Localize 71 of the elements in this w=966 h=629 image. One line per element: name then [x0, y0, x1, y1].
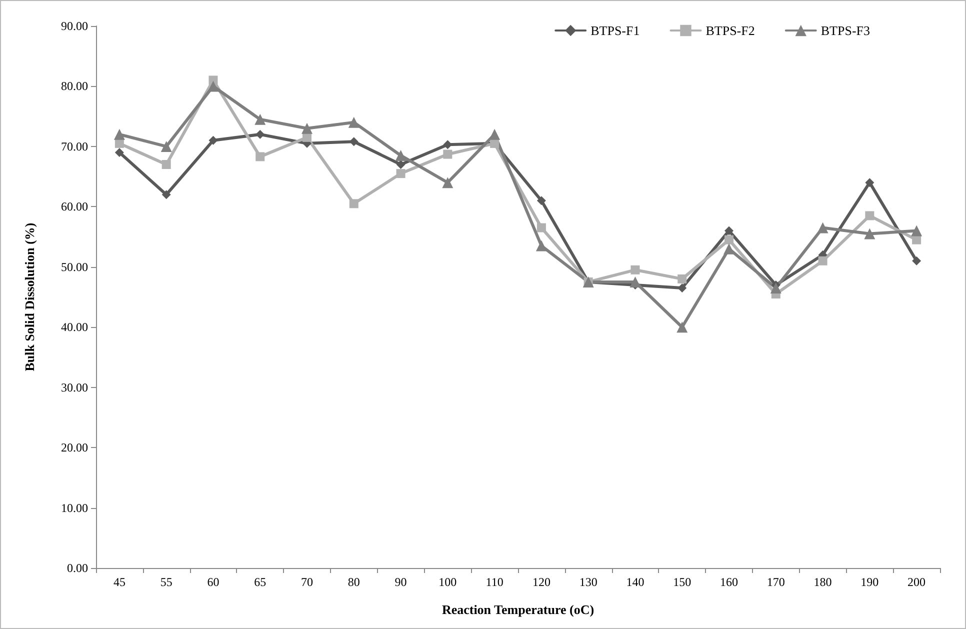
y-tick-label: 80.00	[61, 79, 88, 94]
point	[208, 76, 218, 85]
x-tick-label: 160	[720, 575, 738, 589]
y-tick-label: 0.00	[67, 561, 88, 575]
y-tick-label: 20.00	[61, 440, 88, 455]
point	[536, 223, 546, 232]
x-tick-label: 120	[532, 575, 550, 589]
point	[396, 169, 406, 178]
x-tick-label: 60	[207, 575, 220, 589]
point	[208, 80, 219, 92]
y-tick-label: 10.00	[61, 500, 88, 515]
point	[114, 148, 124, 157]
x-tick-label: 55	[160, 575, 172, 589]
point	[536, 240, 547, 252]
point	[256, 130, 265, 139]
x-tick-label: 130	[579, 575, 598, 589]
legend-label: BTPS-F3	[820, 23, 870, 38]
point	[676, 322, 688, 333]
x-tick-label: 170	[766, 575, 785, 589]
y-tick-label: 50.00	[61, 260, 88, 274]
point	[162, 160, 171, 170]
x-tick-label: 80	[348, 575, 360, 589]
point	[395, 150, 406, 161]
point	[489, 128, 500, 140]
y-tick-label: 40.00	[61, 320, 88, 334]
point	[865, 211, 874, 220]
point	[162, 190, 171, 200]
point	[208, 136, 218, 145]
legend-label: BTPS-F1	[590, 23, 640, 38]
point	[864, 228, 876, 240]
point	[865, 178, 874, 188]
point	[912, 256, 922, 266]
x-tick-label: 200	[908, 575, 926, 589]
x-tick-label: 65	[254, 575, 266, 589]
y-tick-label: 30.00	[61, 380, 88, 394]
point	[911, 225, 922, 236]
x-tick-label: 45	[113, 575, 126, 589]
x-tick-label: 110	[486, 575, 504, 589]
x-tick-label: 100	[438, 575, 457, 589]
point	[302, 122, 312, 134]
point	[349, 199, 358, 208]
x-tick-label: 90	[394, 575, 407, 589]
point	[114, 128, 125, 140]
y-tick-label: 70.00	[61, 139, 88, 154]
x-tick-label: 190	[860, 575, 879, 589]
x-tick-label: 70	[301, 575, 313, 589]
point	[724, 243, 734, 254]
point	[256, 152, 265, 162]
point	[678, 274, 687, 284]
point	[630, 265, 640, 274]
point	[396, 160, 406, 170]
point	[724, 226, 734, 236]
x-tick-label: 180	[814, 575, 832, 589]
x-tick-label: 150	[673, 575, 692, 589]
legend-label: BTPS-F2	[706, 23, 755, 38]
point	[678, 283, 687, 292]
point	[817, 222, 828, 234]
y-tick-label: 60.00	[61, 200, 88, 214]
x-axis-title: Reaction Temperature (oC)	[442, 602, 594, 617]
point	[160, 140, 172, 152]
point	[254, 114, 266, 125]
point	[770, 282, 782, 294]
x-tick-label: 140	[626, 575, 644, 589]
point	[348, 116, 360, 128]
point	[536, 196, 546, 206]
point	[443, 150, 452, 159]
point	[818, 256, 828, 266]
point	[724, 235, 734, 244]
y-axis-title: Bulk Solid Dissolution (%)	[22, 222, 37, 372]
y-tick-label: 90.00	[61, 19, 88, 33]
point	[442, 177, 454, 188]
